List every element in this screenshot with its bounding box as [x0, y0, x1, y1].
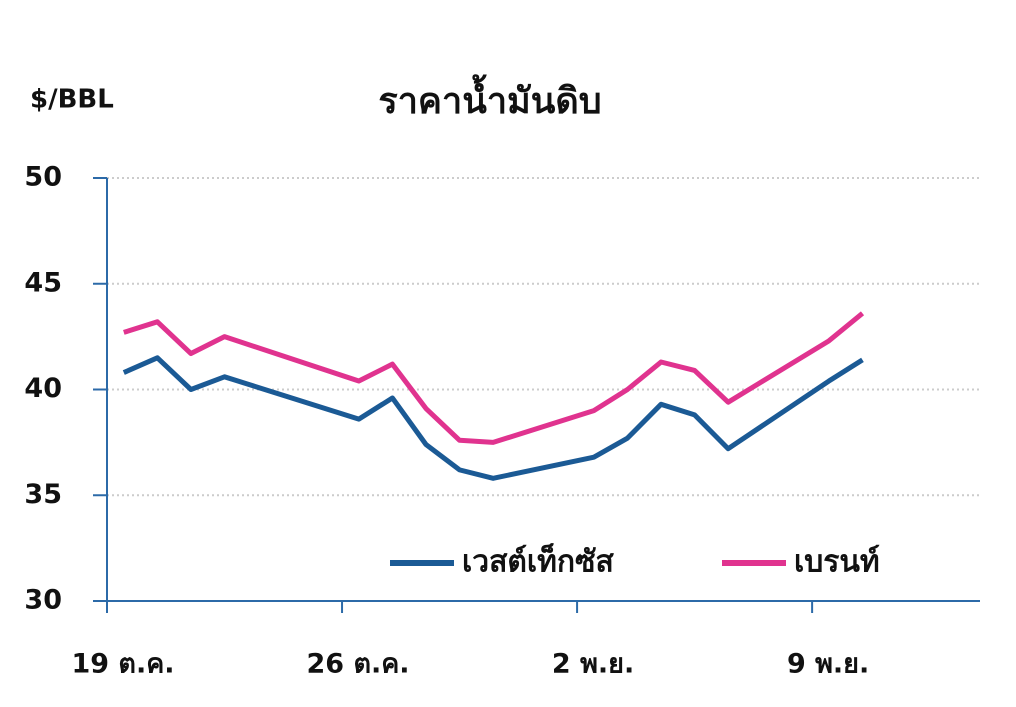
- legend-label: เวสต์เท็กซัส: [462, 543, 614, 580]
- y-tick-label: 50: [24, 162, 62, 193]
- chart-title: ราคาน้ำมันดิบ: [378, 74, 601, 122]
- y-tick-label: 45: [24, 267, 62, 298]
- x-tick-label: 19 ต.ค.: [71, 649, 174, 680]
- series-line: [122, 355, 864, 481]
- x-tick-label: 2 พ.ย.: [552, 649, 634, 680]
- y-axis-label: $/BBL: [30, 85, 114, 115]
- y-tick-label: 35: [24, 479, 62, 510]
- x-tick-label: 9 พ.ย.: [787, 649, 869, 680]
- series-line: [123, 311, 865, 445]
- y-tick-label: 30: [24, 585, 62, 616]
- legend-label: เบรนท์: [794, 545, 880, 580]
- x-tick-label: 26 ต.ค.: [306, 649, 409, 680]
- y-tick-label: 40: [24, 373, 62, 404]
